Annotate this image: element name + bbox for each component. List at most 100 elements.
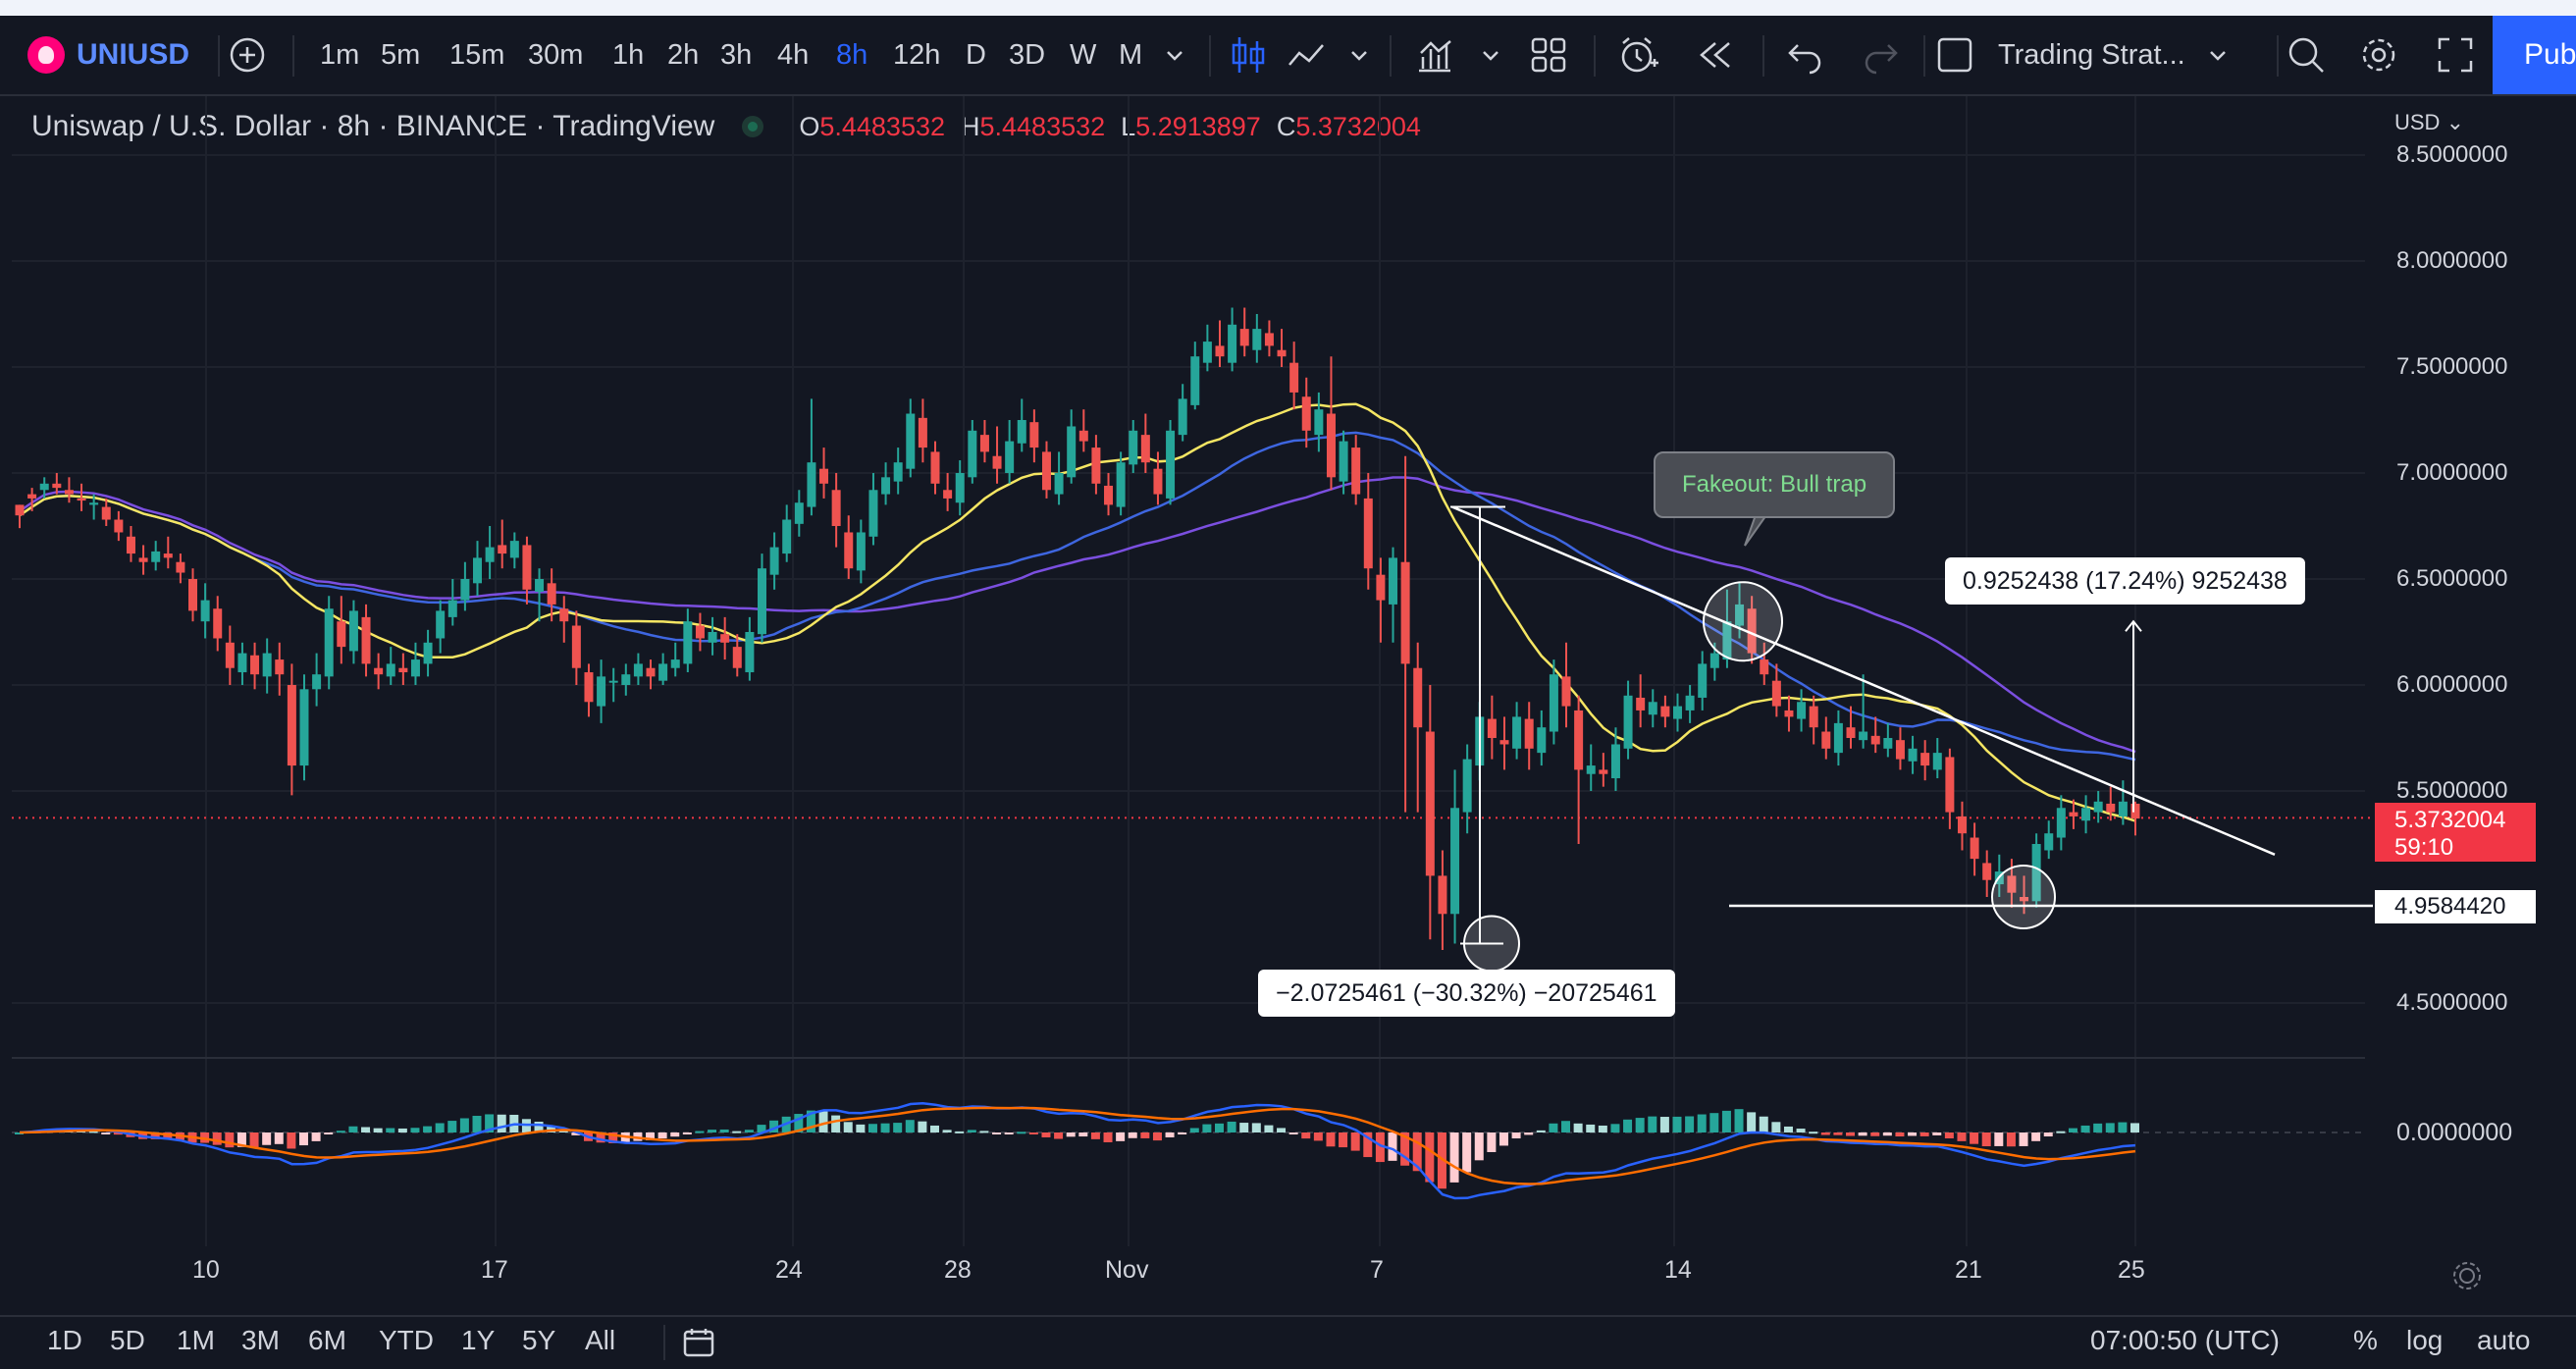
- macd-histogram-bar: [1895, 1132, 1905, 1137]
- candles-style-button[interactable]: [1229, 16, 1268, 94]
- indicators-dropdown[interactable]: [1480, 16, 1501, 94]
- market-status-icon[interactable]: [742, 116, 764, 137]
- candle-body: [1672, 706, 1682, 719]
- compare-symbol-button[interactable]: [226, 16, 269, 94]
- macd-histogram-bar: [1251, 1123, 1261, 1132]
- candle-body: [831, 490, 841, 526]
- range-1M-button[interactable]: 1M: [177, 1325, 215, 1355]
- interval-1m-button[interactable]: 1m: [320, 38, 360, 71]
- candle-body: [930, 451, 940, 484]
- candle-body: [732, 647, 742, 668]
- strategy-layout-button[interactable]: Trading Strat...: [1935, 16, 2229, 94]
- candle-body: [176, 561, 185, 573]
- calendar-goto-icon[interactable]: [681, 1325, 716, 1360]
- chart-settings-gear-icon[interactable]: [2449, 1258, 2485, 1293]
- chart-type-dropdown[interactable]: [1348, 16, 1370, 94]
- interval-2h-button[interactable]: 2h: [667, 38, 700, 71]
- candle-body: [1239, 329, 1249, 346]
- square-icon: [1937, 37, 1972, 73]
- interval-15m-button[interactable]: 15m: [449, 38, 505, 71]
- percent-scale-toggle[interactable]: %: [2353, 1325, 2378, 1355]
- measure-up-label[interactable]: 0.9252438 (17.24%) 9252438: [1945, 557, 2305, 605]
- currency-selector[interactable]: USD ⌄: [2394, 110, 2464, 134]
- macd-histogram-bar: [596, 1132, 605, 1143]
- interval-1h-button[interactable]: 1h: [612, 38, 645, 71]
- candle-body: [1722, 621, 1732, 660]
- indicators-button[interactable]: [1413, 16, 1456, 94]
- range-6M-button[interactable]: 6M: [308, 1325, 346, 1355]
- symbol-search-button[interactable]: UNIUSD: [27, 16, 189, 94]
- date-axis-label: 17: [481, 1256, 508, 1284]
- macd-histogram-bar: [2080, 1125, 2090, 1132]
- interval-M-button[interactable]: M: [1119, 38, 1143, 71]
- candle-body: [89, 502, 99, 505]
- interval-12h-button[interactable]: 12h: [893, 38, 941, 71]
- macd-histogram-bar: [1400, 1132, 1410, 1166]
- macd-histogram-bar: [1697, 1114, 1707, 1132]
- candle-body: [1549, 674, 1558, 732]
- line-style-button[interactable]: [1286, 16, 1329, 94]
- macd-histogram-bar: [410, 1128, 420, 1132]
- price-chart[interactable]: [0, 96, 2576, 1313]
- range-YTD-button[interactable]: YTD: [379, 1325, 434, 1355]
- interval-30m-button[interactable]: 30m: [528, 38, 584, 71]
- macd-histogram-bar: [1882, 1132, 1892, 1136]
- interval-8h-button[interactable]: 8h: [836, 38, 868, 71]
- interval-5m-button[interactable]: 5m: [381, 38, 421, 71]
- candle-body: [782, 519, 792, 554]
- candle-body: [1970, 837, 1979, 860]
- range-All-button[interactable]: All: [585, 1325, 616, 1355]
- highlight-circle-support: [1991, 865, 2056, 929]
- macd-histogram-bar: [298, 1132, 308, 1146]
- candle-body: [188, 579, 198, 611]
- interval-D-button[interactable]: D: [966, 38, 986, 71]
- macd-histogram-bar: [324, 1132, 334, 1134]
- candle-body: [1709, 653, 1719, 668]
- interval-3D-button[interactable]: 3D: [1009, 38, 1046, 71]
- macd-histogram-bar: [1970, 1132, 1979, 1144]
- search-button[interactable]: [2285, 16, 2328, 94]
- clock-time[interactable]: 07:00:50 (UTC): [2090, 1325, 2280, 1355]
- fakeout-callout[interactable]: Fakeout: Bull trap: [1654, 451, 1895, 518]
- interval-3h-button[interactable]: 3h: [720, 38, 753, 71]
- log-scale-toggle[interactable]: log: [2406, 1325, 2444, 1355]
- macd-histogram-bar: [867, 1124, 877, 1132]
- macd-histogram-bar: [831, 1115, 841, 1132]
- candle-body: [1636, 697, 1646, 711]
- macd-histogram-bar: [1388, 1132, 1397, 1161]
- candle-body: [64, 490, 74, 495]
- auto-scale-toggle[interactable]: auto: [2477, 1325, 2531, 1355]
- replay-button[interactable]: [1694, 16, 1737, 94]
- undo-button[interactable]: [1784, 16, 1827, 94]
- candle-body: [1067, 426, 1077, 478]
- interval-4h-button[interactable]: 4h: [777, 38, 810, 71]
- fullscreen-button[interactable]: [2434, 16, 2477, 94]
- layouts-button[interactable]: [1527, 16, 1570, 94]
- redo-button[interactable]: [1859, 16, 1902, 94]
- range-1Y-button[interactable]: 1Y: [461, 1325, 496, 1355]
- macd-histogram-bar: [547, 1126, 556, 1132]
- candle-body: [436, 610, 446, 639]
- candle-body: [1078, 430, 1088, 442]
- macd-histogram-bar: [1028, 1132, 1038, 1134]
- candle-body: [571, 625, 581, 668]
- macd-histogram-bar: [1536, 1130, 1546, 1132]
- measure-down-label[interactable]: −2.0725461 (−30.32%) −20725461: [1258, 970, 1675, 1017]
- range-5D-button[interactable]: 5D: [110, 1325, 145, 1355]
- interval-W-button[interactable]: W: [1070, 38, 1097, 71]
- settings-button[interactable]: [2357, 16, 2400, 94]
- macd-histogram-bar: [1919, 1132, 1929, 1136]
- candles-icon: [1232, 37, 1265, 73]
- range-1D-button[interactable]: 1D: [47, 1325, 82, 1355]
- alert-button[interactable]: [1617, 16, 1660, 94]
- range-3M-button[interactable]: 3M: [241, 1325, 280, 1355]
- macd-histogram-bar: [472, 1116, 482, 1132]
- intervals-dropdown-button[interactable]: [1164, 16, 1185, 94]
- range-5Y-button[interactable]: 5Y: [522, 1325, 556, 1355]
- macd-histogram-bar: [1932, 1132, 1942, 1135]
- candle-body: [1908, 748, 1918, 762]
- candle-body: [460, 579, 470, 601]
- macd-histogram-bar: [1809, 1132, 1818, 1134]
- publish-button[interactable]: Pub: [2493, 16, 2576, 94]
- candle-body: [1870, 735, 1880, 745]
